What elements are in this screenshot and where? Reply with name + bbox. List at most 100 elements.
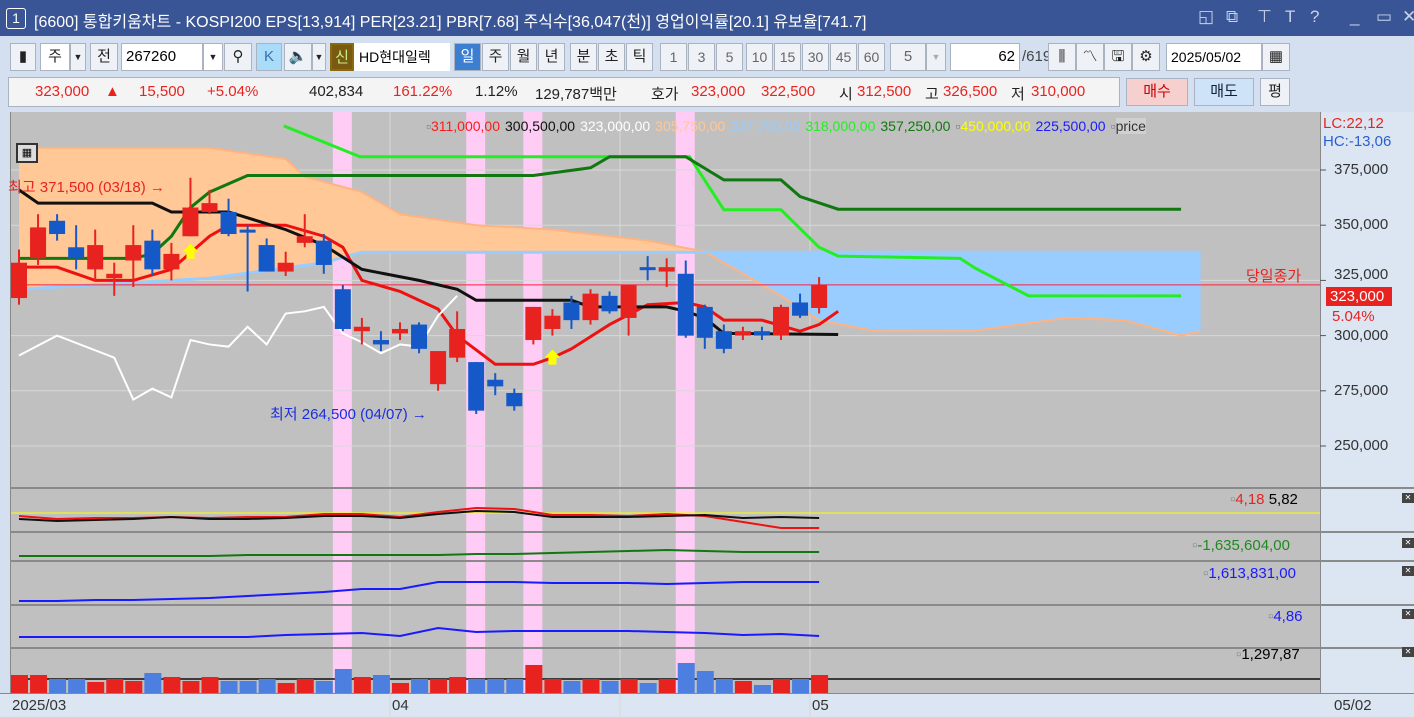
candle-body xyxy=(144,240,161,270)
up-arrow-icon: ▲ xyxy=(105,83,120,100)
sub1-value-b: 5,82 xyxy=(1268,491,1298,508)
restore-layout-icon[interactable]: ◱ xyxy=(1198,7,1215,26)
market-dropdown-icon[interactable]: ▼ xyxy=(70,43,86,71)
count-input[interactable]: 62 xyxy=(950,43,1020,71)
sell-button[interactable]: 매도 xyxy=(1194,78,1254,106)
volume-bar xyxy=(201,677,219,693)
cloud-segment xyxy=(781,252,792,302)
copy-window-icon[interactable]: ⧉ xyxy=(1226,7,1239,26)
sub2-line xyxy=(19,548,820,557)
cloud-segment xyxy=(123,147,134,284)
save-icon[interactable]: 🖫 xyxy=(1104,43,1132,71)
legend-item: 450,000,00 xyxy=(960,118,1031,134)
candle-body xyxy=(582,293,599,321)
font-icon[interactable]: T xyxy=(1285,7,1296,26)
cloud-segment xyxy=(266,156,277,271)
cloud-segment xyxy=(895,252,906,332)
close-panel-icon[interactable]: ✕ xyxy=(1402,493,1414,503)
search-icon[interactable]: ⚲ xyxy=(224,43,252,71)
cloud-segment xyxy=(495,226,506,253)
interval-button-3[interactable]: 10 xyxy=(746,43,773,71)
candle-body xyxy=(87,245,104,270)
candle-body xyxy=(601,295,618,312)
market-select[interactable]: 주 xyxy=(40,43,70,71)
candle-body xyxy=(30,227,47,259)
k-button[interactable]: K xyxy=(256,43,282,71)
cloud-segment xyxy=(876,252,887,332)
stock-code-input[interactable]: 267260 xyxy=(121,43,203,71)
maximize-icon[interactable]: ▭ xyxy=(1376,7,1393,26)
panel-toggle-icon[interactable]: ▮ xyxy=(10,43,36,71)
cloud-segment xyxy=(838,252,849,326)
period-tab-1[interactable]: 주 xyxy=(482,43,509,71)
prev-button[interactable]: 전 xyxy=(90,43,118,71)
interval-button-0[interactable]: 1 xyxy=(660,43,687,71)
cloud-segment xyxy=(923,252,934,332)
speaker-icon[interactable]: 🔈 xyxy=(284,43,312,71)
period-tab-3[interactable]: 년 xyxy=(538,43,565,71)
speaker-dropdown-icon[interactable]: ▼ xyxy=(312,43,326,71)
gear-icon[interactable]: ⚙ xyxy=(1132,43,1160,71)
grid-table-icon[interactable]: ▦ xyxy=(16,143,38,163)
interval-button-2[interactable]: 5 xyxy=(716,43,743,71)
interval-button-7[interactable]: 60 xyxy=(858,43,885,71)
arrow-right-icon: → xyxy=(411,406,427,423)
legend-item: 300,500,00 xyxy=(505,118,576,134)
window-title: [6600] 통합키움차트 - KOSPI200 EPS[13,914] PER… xyxy=(34,14,867,31)
arrow-right-icon: → xyxy=(149,179,165,196)
interval-button-1[interactable]: 3 xyxy=(688,43,715,71)
price-axis[interactable] xyxy=(1320,112,1414,693)
close-panel-icon[interactable]: ✕ xyxy=(1402,647,1414,657)
code-dropdown-icon[interactable]: ▼ xyxy=(203,43,223,71)
cloud-segment xyxy=(961,252,972,332)
cloud-segment xyxy=(1142,252,1153,328)
minimize-icon[interactable]: _ xyxy=(1350,7,1360,26)
date-axis[interactable] xyxy=(0,693,1414,717)
cloud-segment xyxy=(771,252,782,296)
period-tab-2[interactable]: 월 xyxy=(510,43,537,71)
interval-select[interactable]: 5 xyxy=(890,43,926,71)
close-panel-icon[interactable]: ✕ xyxy=(1402,609,1414,619)
close-panel-icon[interactable]: ✕ xyxy=(1402,538,1414,548)
legend-item: price xyxy=(1115,118,1146,134)
cloud-segment xyxy=(476,225,487,253)
cloud-segment xyxy=(933,252,944,332)
eval-button[interactable]: 평 xyxy=(1260,78,1290,106)
pin-icon[interactable]: ⊤ xyxy=(1257,7,1272,26)
cloud-segment xyxy=(104,147,115,285)
buy-button[interactable]: 매수 xyxy=(1126,78,1188,106)
help-icon[interactable]: ? xyxy=(1310,7,1320,26)
interval-dropdown-icon[interactable]: ▼ xyxy=(926,43,946,71)
candle-body xyxy=(449,328,466,358)
candle-add-icon[interactable]: ⫼ xyxy=(1048,43,1076,71)
candle-body xyxy=(639,267,656,271)
volume-bar xyxy=(30,675,48,693)
interval-button-6[interactable]: 45 xyxy=(830,43,857,71)
sub2-legend: ▫-1,635,604,00 xyxy=(1192,537,1290,554)
period-tab-6[interactable]: 틱 xyxy=(626,43,653,71)
buy-signal-arrow-icon xyxy=(544,349,561,365)
y-tick-label: 325,000 xyxy=(1334,266,1389,284)
close-icon[interactable]: ✕ xyxy=(1402,7,1414,26)
candle-body xyxy=(468,362,485,411)
indicator-add-icon[interactable]: 〽 xyxy=(1076,43,1104,71)
cloud-segment xyxy=(761,252,772,291)
date-input[interactable]: 2025/05/02 xyxy=(1166,43,1262,71)
new-badge[interactable]: 신 xyxy=(330,43,354,71)
current-price: 323,000 xyxy=(35,83,90,100)
calendar-icon[interactable]: ▦ xyxy=(1262,43,1290,71)
period-tab-5[interactable]: 초 xyxy=(598,43,625,71)
period-tab-0[interactable]: 일 xyxy=(454,43,481,71)
cloud-segment xyxy=(514,227,525,253)
cloud-segment xyxy=(161,147,172,281)
interval-button-5[interactable]: 30 xyxy=(802,43,829,71)
candle-body xyxy=(811,284,828,308)
close-panel-icon[interactable]: ✕ xyxy=(1402,566,1414,576)
interval-button-4[interactable]: 15 xyxy=(774,43,801,71)
stock-name-field[interactable]: HD현대일렉 xyxy=(354,43,450,71)
cloud-segment xyxy=(1095,252,1106,320)
volume-bar xyxy=(334,669,352,693)
volume-bar xyxy=(68,679,86,693)
period-tab-4[interactable]: 분 xyxy=(570,43,597,71)
chart-legend: ▫311,000,00 300,500,00 323,000,00 305,750,0… xyxy=(426,118,1146,134)
